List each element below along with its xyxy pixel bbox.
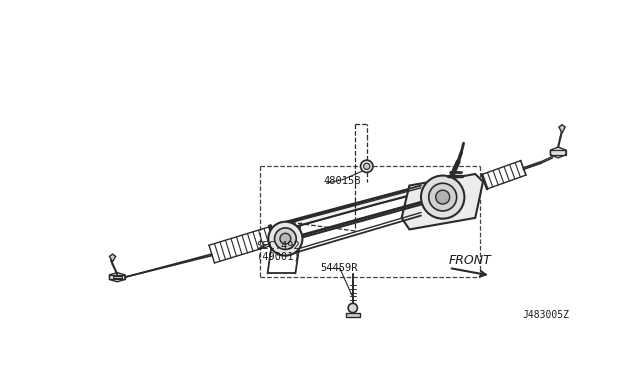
Polygon shape <box>346 312 360 317</box>
Circle shape <box>268 222 303 256</box>
Text: J483005Z: J483005Z <box>523 310 570 320</box>
Circle shape <box>280 233 291 244</box>
Polygon shape <box>550 147 566 158</box>
Text: (49001): (49001) <box>257 251 300 262</box>
Polygon shape <box>109 254 116 262</box>
Circle shape <box>429 183 457 211</box>
Text: FRONT: FRONT <box>449 254 492 267</box>
Circle shape <box>360 160 373 173</box>
Circle shape <box>348 303 358 312</box>
Polygon shape <box>559 125 565 133</box>
Circle shape <box>436 190 450 204</box>
Polygon shape <box>113 276 122 278</box>
Text: SEC.492: SEC.492 <box>257 241 300 251</box>
Circle shape <box>275 228 296 250</box>
Polygon shape <box>109 273 125 282</box>
Text: 48015B: 48015B <box>323 176 361 186</box>
Circle shape <box>364 163 370 169</box>
Polygon shape <box>280 189 410 231</box>
Text: 54459R: 54459R <box>320 263 358 273</box>
Polygon shape <box>402 174 483 230</box>
Circle shape <box>421 176 465 219</box>
